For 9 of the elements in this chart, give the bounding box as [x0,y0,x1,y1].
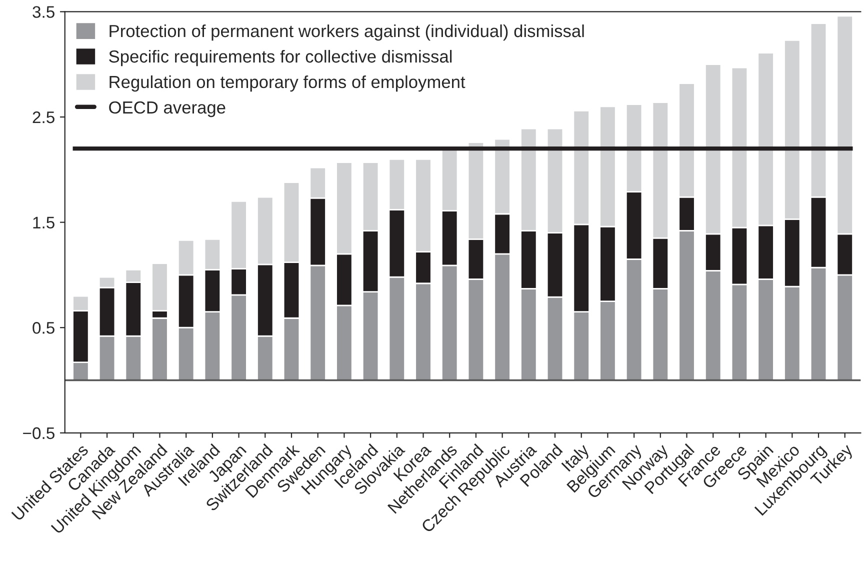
legend-label: Regulation on temporary forms of employment [110,75,466,92]
y-tick-label: 2.5 [32,111,54,124]
legend-label: Specific requirements for collective dismissal [109,50,452,66]
legend-label: Protection of permanent workers against (individual) dismissal [110,24,584,41]
y-tick-label: 1.5 [33,216,54,229]
legend-label: OECD average [109,101,226,118]
y-tick-label: −0.5 [23,427,54,440]
y-tick-label: 3.5 [32,6,54,18]
y-tick-label: 0.5 [32,322,54,334]
